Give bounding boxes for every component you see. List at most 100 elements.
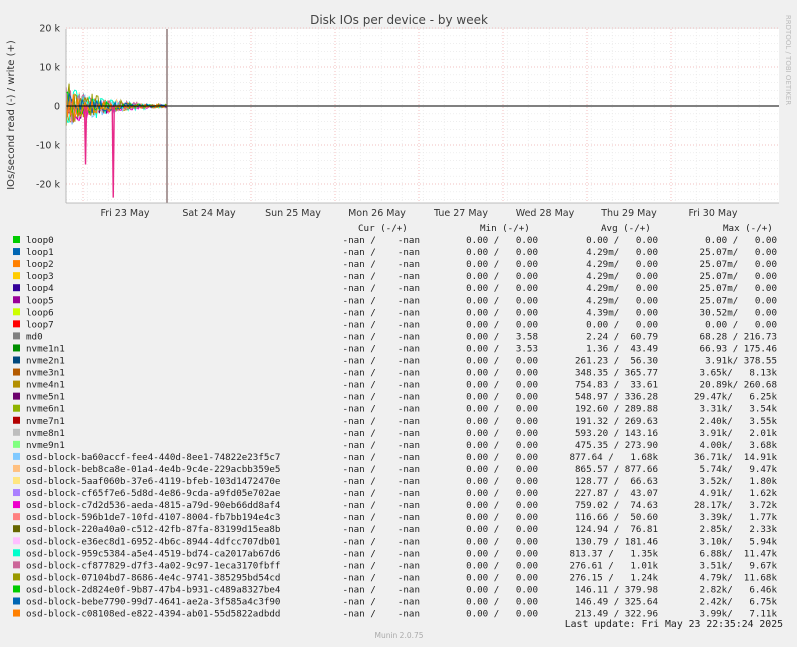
legend-max: 5.74k/ 9.47k [700,464,778,475]
legend-avg: 192.60 / 289.88 [575,404,658,415]
legend-name: nvme5n1 [26,392,65,403]
legend-min: 0.00 / 0.00 [466,392,538,403]
legend-name: nvme8n1 [26,428,65,439]
legend-avg: 124.94 / 76.81 [575,524,658,535]
legend-cur: -nan / -nan [343,368,420,379]
legend-name: osd-block-07104bd7-8686-4e4c-9741-385295… [26,572,280,583]
legend-min: 0.00 / 0.00 [466,452,538,463]
legend-name: nvme7n1 [26,416,65,427]
legend-cur: -nan / -nan [343,283,420,294]
legend-cur: -nan / -nan [343,512,420,523]
grid [65,27,779,203]
legend-max: 3.91k/ 378.55 [705,356,777,367]
legend-avg: 261.23 / 56.30 [575,356,658,367]
legend-cur: -nan / -nan [343,584,420,595]
legend-swatch [13,248,20,256]
legend-cur: -nan / -nan [343,536,420,547]
legend-min: 0.00 / 0.00 [466,512,538,523]
legend-max: 2.85k/ 2.33k [700,524,778,535]
y-tick-label: -10 k [36,141,61,152]
legend-max: 29.47k/ 6.25k [694,392,777,403]
legend-name: md0 [26,331,43,342]
legend-name: osd-block-959c5384-a5e4-4519-bd74-ca2017… [26,548,280,559]
legend-cur: -nan / -nan [343,428,420,439]
legend-swatch [13,296,20,304]
legend-name: nvme9n1 [26,440,65,451]
legend-swatch [13,260,20,268]
legend-cur: -nan / -nan [343,295,420,306]
legend-swatch [13,344,20,352]
legend-header: Cur (-/+) Min (-/+) Avg (-/+) Max (-/+) [358,223,773,234]
legend-max: 68.28 / 216.73 [700,331,777,342]
legend-min: 0.00 / 0.00 [466,572,538,583]
legend-name: nvme1n1 [26,343,65,354]
legend-swatch [13,573,20,581]
legend-avg: 548.97 / 336.28 [575,392,658,403]
legend-name: loop7 [26,319,54,330]
legend-name: loop3 [26,271,54,282]
legend-cur: -nan / -nan [343,548,420,559]
legend-max: 4.00k/ 3.68k [700,440,778,451]
legend-swatch [13,585,20,593]
legend-max: 6.88k/ 11.47k [700,548,778,559]
legend-avg: 128.77 / 66.63 [575,476,658,487]
legend-min: 0.00 / 0.00 [466,536,538,547]
y-tick-label: 10 k [39,63,60,74]
legend-min: 0.00 / 0.00 [466,283,538,294]
legend-name: osd-block-596b1de7-10fd-4107-8004-fb7bb1… [26,512,280,523]
legend-cur: -nan / -nan [343,416,420,427]
legend-cur: -nan / -nan [343,560,420,571]
legend-max: 30.52m/ 0.00 [700,307,777,318]
legend-min: 0.00 / 0.00 [466,295,538,306]
last-update: Last update: Fri May 23 22:35:24 2025 [565,619,783,630]
legend-min: 0.00 / 0.00 [466,440,538,451]
legend-swatch [13,501,20,509]
legend-min: 0.00 / 0.00 [466,356,538,367]
legend-min: 0.00 / 0.00 [466,500,538,511]
legend-min: 0.00 / 0.00 [466,488,538,499]
legend-max: 0.00 / 0.00 [705,319,777,330]
legend-swatch [13,597,20,605]
legend-avg: 227.87 / 43.07 [575,488,658,499]
legend-name: osd-block-e36ec8d1-6952-4b6c-8944-4dfcc7… [26,536,280,547]
legend-min: 0.00 / 0.00 [466,464,538,475]
legend-max: 3.91k/ 2.01k [700,428,778,439]
legend-name: osd-block-2d824e0f-9b87-47b4-b931-c489a8… [26,584,281,595]
legend-name: nvme2n1 [26,356,65,367]
legend-avg: 754.83 / 33.61 [575,380,658,391]
legend-swatch [13,513,20,521]
legend-avg: 1.36 / 43.49 [586,343,658,354]
legend-max: 3.65k/ 8.13k [700,368,778,379]
legend-avg: 759.02 / 74.63 [575,500,658,511]
legend-name: nvme6n1 [26,404,65,415]
legend-avg: 276.15 / 1.24k [569,572,658,583]
x-tick-label: Thu 29 May [600,208,657,219]
legend-avg: 4.29m/ 0.00 [586,295,658,306]
legend-min: 0.00 / 3.58 [466,331,538,342]
legend-name: osd-block-220a40a0-c512-42fb-87fa-83199d… [26,524,280,535]
legend-min: 0.00 / 0.00 [466,319,538,330]
legend-avg: 877.64 / 1.68k [569,452,658,463]
legend-swatch [13,404,20,412]
legend-max: 25.07m/ 0.00 [700,283,777,294]
legend-cur: -nan / -nan [343,524,420,535]
legend-avg: 2.24 / 60.79 [586,331,658,342]
legend-name: loop4 [26,283,54,294]
legend-max: 66.93 / 175.46 [700,343,777,354]
legend-max: 20.89k/ 260.68 [700,380,777,391]
legend-min: 0.00 / 0.00 [466,609,538,620]
legend-avg: 146.11 / 379.98 [575,584,658,595]
legend-name: loop0 [26,235,54,246]
series-spike [83,105,88,165]
legend-swatch [13,392,20,400]
axes: 20 k 10 k 0 -10 k -20 k Fri 23 May Sat 24 May S… [36,24,779,219]
legend-avg: 4.29m/ 0.00 [586,271,658,282]
legend-max: 28.17k/ 3.72k [694,500,777,511]
legend-max: 4.79k/ 11.68k [700,572,778,583]
legend-name: loop5 [26,295,54,306]
legend-cur: -nan / -nan [343,476,420,487]
legend-swatch [13,368,20,376]
legend-swatch [13,525,20,533]
x-tick-label: Wed 28 May [516,208,575,219]
legend-cur: -nan / -nan [343,380,420,391]
